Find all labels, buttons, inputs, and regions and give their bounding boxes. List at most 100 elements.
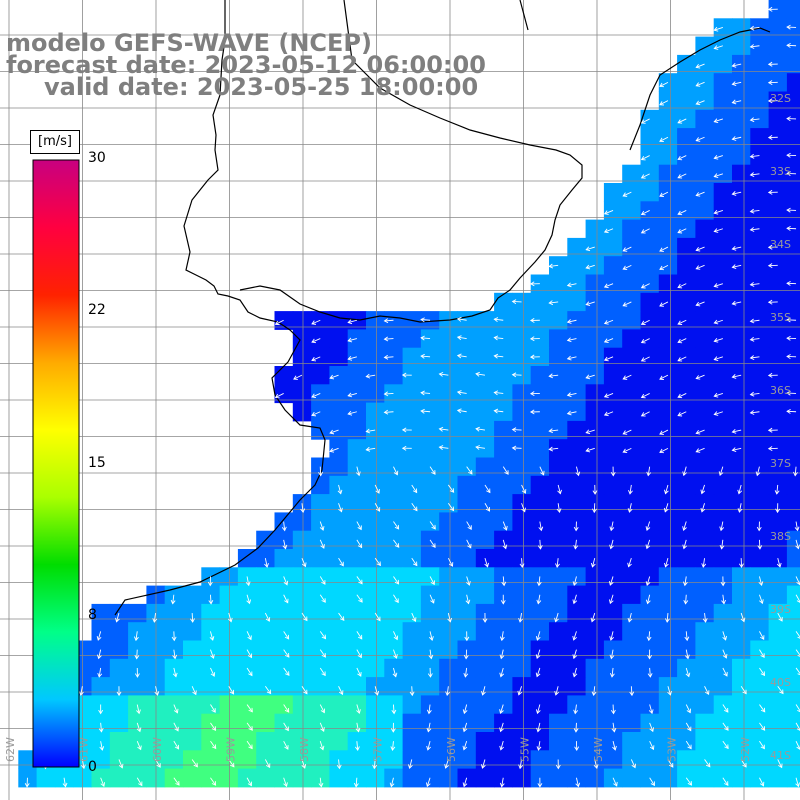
wind-arrow [685, 704, 691, 713]
wind-cell [732, 732, 751, 751]
wind-cell [750, 274, 770, 294]
wind-arrow-head [264, 563, 269, 568]
wind-arrow-head [786, 390, 791, 396]
wind-arrow [393, 667, 397, 677]
wind-cell [677, 164, 696, 184]
wind-arrow-head [172, 654, 178, 660]
wind-cell [219, 622, 239, 641]
wind-arrow [696, 100, 705, 105]
wind-arrow-head [556, 508, 562, 514]
wind-cell [420, 366, 440, 385]
wind-cell [677, 329, 696, 349]
wind-arrow [311, 393, 321, 398]
wind-cell [329, 512, 349, 532]
wind-cell [420, 420, 440, 440]
wind-arrow-head [731, 245, 737, 251]
wind-arrow-head [301, 763, 307, 769]
wind-arrow-head [742, 689, 747, 695]
wind-cell [256, 658, 275, 678]
wind-cell [640, 402, 660, 422]
wind-cell [622, 658, 641, 678]
wind-arrow [136, 704, 140, 714]
wind-cell [329, 658, 349, 678]
wind-arrow [685, 740, 692, 749]
wind-arrow [604, 356, 614, 361]
wind-arrow [732, 429, 742, 433]
wind-arrow-head [719, 526, 725, 532]
wind-cell [713, 439, 733, 458]
wind-arrow-head [475, 426, 480, 432]
wind-cell [677, 274, 696, 294]
wind-cell [658, 274, 678, 294]
wind-arrow [210, 649, 214, 659]
wind-arrow-head [603, 320, 609, 325]
wind-cell [439, 530, 458, 550]
colorbar-unit: [m/s] [30, 130, 80, 154]
longitude-label: 62W [4, 737, 17, 762]
wind-cell [750, 475, 770, 495]
wind-arrow [714, 283, 723, 287]
wind-arrow [732, 447, 742, 451]
wind-arrow [439, 428, 449, 431]
wind-cell [768, 530, 788, 550]
wind-arrow [210, 777, 216, 786]
wind-arrow [494, 318, 504, 321]
wind-arrow [374, 503, 380, 512]
wind-cell [713, 146, 733, 166]
wind-arrow [246, 667, 253, 676]
wind-arrow [338, 612, 345, 621]
wind-arrow-head [585, 264, 591, 270]
wind-cell [567, 329, 587, 349]
wind-cell [786, 603, 800, 623]
wind-cell [732, 439, 751, 458]
wind-arrow [427, 741, 431, 750]
wind-arrow-head [767, 61, 773, 67]
wind-arrow [537, 722, 541, 732]
wind-arrow-head [372, 764, 378, 770]
wind-cell [567, 439, 587, 458]
wind-cell [585, 457, 605, 477]
wind-arrow [538, 741, 541, 751]
wind-arrow-head [447, 617, 453, 623]
wind-arrow [740, 685, 747, 694]
wind-arrow [567, 338, 577, 341]
wind-cell [658, 420, 678, 440]
wind-arrow-head [174, 744, 180, 750]
wind-arrow-head [682, 581, 688, 587]
wind-arrow [722, 649, 727, 659]
wind-cell [311, 329, 330, 349]
wind-arrow-head [536, 599, 542, 605]
wind-arrow [355, 777, 358, 787]
wind-arrow-head [548, 446, 554, 452]
wind-arrow-head [394, 543, 400, 548]
wind-cell [640, 292, 660, 312]
wind-arrow [795, 704, 800, 712]
wind-cell [494, 677, 513, 696]
wind-arrow [390, 777, 394, 787]
wind-arrow-head [430, 580, 435, 586]
wind-arrow [275, 393, 284, 398]
wind-arrow-head [622, 265, 628, 271]
wind-cell [292, 768, 312, 788]
wind-arrow [210, 631, 214, 641]
wind-arrow-head [134, 673, 140, 678]
wind-arrow-head [266, 689, 272, 695]
wind-arrow-head [677, 320, 683, 325]
wind-arrow [329, 429, 339, 434]
wind-arrow [732, 246, 742, 250]
wind-cell [494, 347, 513, 367]
wind-cell [512, 567, 532, 587]
wind-cell [713, 329, 733, 349]
wind-arrow-head [329, 374, 335, 380]
wind-arrow [567, 283, 577, 287]
wind-arrow-head [786, 24, 791, 30]
wind-arrow [246, 576, 250, 586]
wind-cell [183, 658, 202, 678]
wind-cell [786, 366, 800, 385]
wind-cell [677, 183, 696, 202]
wind-arrow-head [659, 82, 664, 88]
wind-cell [732, 256, 751, 275]
wind-cell [256, 567, 275, 587]
wind-arrow [683, 539, 687, 549]
wind-arrow-head [695, 301, 701, 307]
